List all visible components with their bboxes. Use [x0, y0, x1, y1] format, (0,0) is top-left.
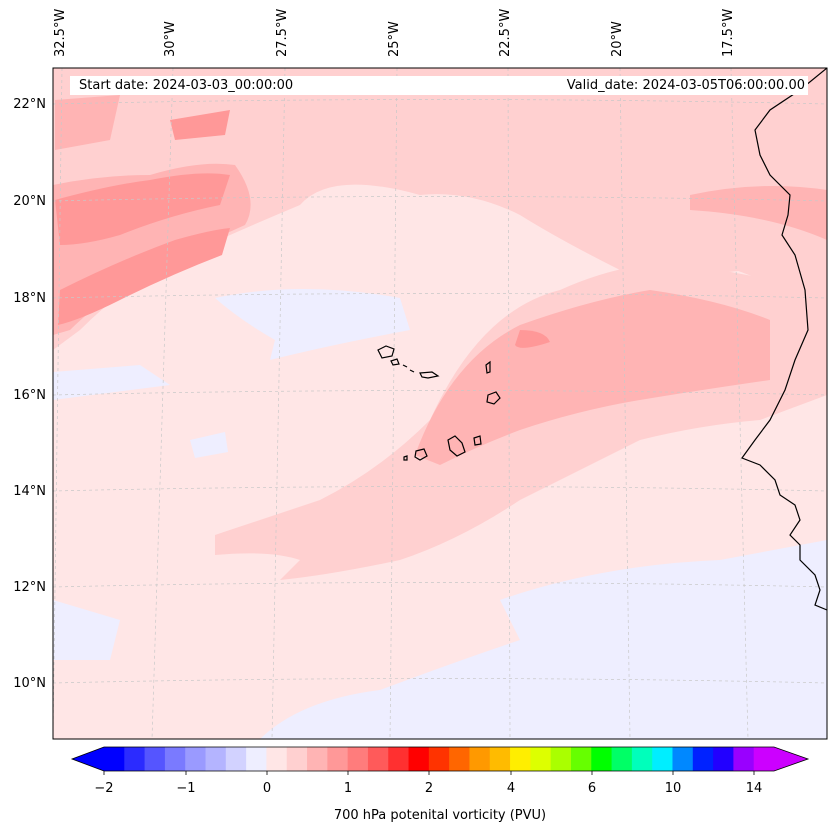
colorbar-swatch [510, 747, 531, 771]
colorbar-swatch [205, 747, 227, 771]
colorbar-swatch [367, 747, 389, 771]
colorbar-swatch [408, 747, 430, 771]
colorbar-swatch [307, 747, 328, 771]
colorbar-tick-label: 2 [424, 781, 434, 796]
colorbar-tick-label: 10 [664, 781, 682, 796]
colorbar-swatch [611, 747, 633, 771]
colorbar-swatch [570, 747, 592, 771]
colorbar-swatch [104, 747, 125, 771]
lon-label-25w: 25°W [387, 21, 402, 57]
map-frame [52, 67, 828, 740]
colorbar-swatch [185, 747, 207, 771]
cape-verde-islands [377, 345, 501, 461]
lon-label-32-5w: 32.5°W [53, 8, 68, 57]
colorbar-swatch [449, 747, 470, 771]
colorbar-tick-label: 1 [343, 781, 353, 796]
lat-label-18n: 18°N [13, 291, 46, 306]
colorbar-tick-label: −2 [94, 781, 114, 796]
lat-label-14n: 14°N [13, 484, 46, 499]
lat-label-16n: 16°N [13, 388, 46, 403]
colorbar-swatch [246, 747, 267, 771]
colorbar-swatch [428, 747, 450, 771]
colorbar-swatch [286, 747, 308, 771]
colorbar [70, 746, 810, 775]
colorbar-swatch [550, 747, 572, 771]
colorbar-over-extension [774, 747, 808, 771]
valid-date-label: Valid_date: 2024-03-05T06:00:00.00 [566, 78, 805, 93]
colorbar-swatch [327, 747, 349, 771]
colorbar-tick-label: 14 [745, 781, 763, 796]
colorbar-swatch [713, 747, 734, 771]
lon-label-27-5w: 27.5°W [275, 8, 290, 57]
colorbar-tick-label: 6 [587, 781, 597, 796]
start-date-label: Start date: 2024-03-03_00:00:00 [79, 78, 294, 93]
colorbar-title: 700 hPa potenital vorticity (PVU) [333, 808, 547, 823]
lon-label-30w: 30°W [163, 21, 178, 57]
colorbar-under-extension [72, 747, 104, 771]
pv-dark-pink-areas [55, 110, 550, 348]
graticule [53, 68, 827, 739]
lat-label-22n: 22°N [13, 97, 46, 112]
colorbar-swatch [388, 747, 410, 771]
colorbar-swatch [631, 747, 653, 771]
lat-label-12n: 12°N [13, 580, 46, 595]
map-plot-area [53, 68, 827, 739]
colorbar-swatch [124, 747, 146, 771]
colorbar-swatch [733, 747, 755, 771]
colorbar-swatch [530, 747, 552, 771]
lon-label-22-5w: 22.5°W [498, 8, 513, 57]
colorbar-swatch [266, 747, 288, 771]
lon-label-17-5w: 17.5°W [721, 8, 736, 57]
colorbar-swatch [347, 747, 369, 771]
africa-coastline [741, 68, 827, 611]
colorbar-tick-label: 4 [506, 781, 516, 796]
colorbar-swatch [753, 747, 775, 771]
date-header-band [70, 76, 808, 95]
colorbar-swatch [164, 747, 186, 771]
lat-label-20n: 20°N [13, 194, 46, 209]
pv-negative-areas [53, 289, 827, 739]
lon-label-20w: 20°W [610, 21, 625, 57]
colorbar-swatch [469, 747, 491, 771]
lat-label-10n: 10°N [13, 676, 46, 691]
colorbar-tick-label: −1 [176, 781, 196, 796]
colorbar-swatch [692, 747, 714, 771]
colorbar-swatch [591, 747, 613, 771]
colorbar-tick-label: 0 [262, 781, 272, 796]
colorbar-swatch [489, 747, 511, 771]
colorbar-swatch [225, 747, 247, 771]
colorbar-swatch [652, 747, 673, 771]
colorbar-swatch [144, 747, 166, 771]
colorbar-swatch [672, 747, 694, 771]
